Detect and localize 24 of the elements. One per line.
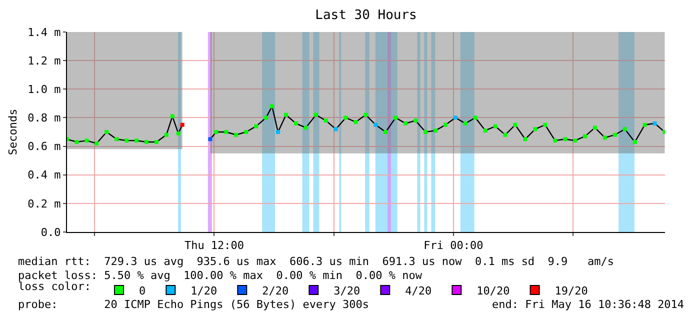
chart-title: Last 30 Hours — [315, 8, 417, 23]
legend-label: 3/20 — [334, 284, 360, 298]
y-axis-title: Seconds — [6, 108, 20, 156]
text: probe: 20 ICMP Echo Pings (56 Bytes) every 300s — [18, 298, 369, 311]
y-tick-label: 1.2 m — [28, 54, 62, 68]
text: packet loss: 5.50 % avg 100.00 % max 0.00 % min 0.00 % now — [18, 269, 422, 282]
legend-label: 0 — [139, 284, 146, 298]
text: end: Fri May 16 10:36:48 2014 — [492, 298, 684, 311]
y-tick-label: 1.0 m — [28, 82, 62, 96]
x-tick-label: Fri 00:00 — [424, 239, 484, 252]
y-tick-label: 0.6 m — [28, 140, 62, 154]
legend-label: 1/20 — [190, 284, 218, 298]
y-tick-label: 0.4 m — [28, 168, 62, 182]
y-tick-label: 1.4 m — [28, 26, 62, 39]
y-tick-label: 0.0 — [40, 226, 61, 239]
y-tick-label: 0.8 m — [28, 112, 62, 125]
text: median rtt: 729.3 us avg 935.6 us max 606.3 us min 691.3 us now 0.1 ms sd 9.9 am/s — [18, 255, 614, 268]
legend-label: 10/20 — [476, 284, 510, 298]
legend-label: 19/20 — [554, 284, 588, 298]
legend-title: loss color: — [18, 280, 92, 293]
legend-label: 2/20 — [262, 284, 289, 298]
x-tick-label: Thu 12:00 — [184, 239, 244, 252]
y-tick-label: 0.2 m — [28, 197, 62, 210]
legend-label: 4/20 — [405, 284, 432, 298]
